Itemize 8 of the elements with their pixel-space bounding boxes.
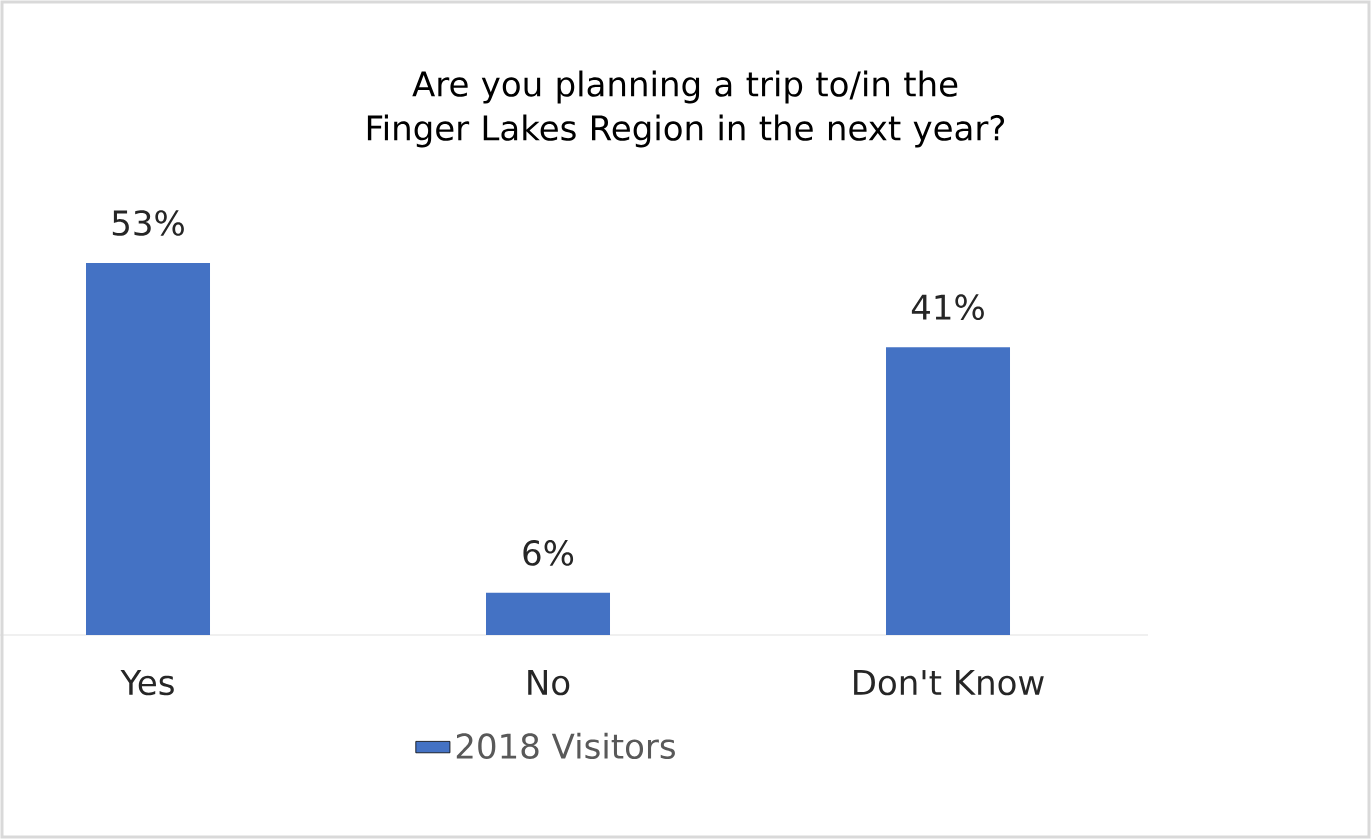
data-label: 41% [911, 294, 984, 321]
data-label: 6% [523, 540, 574, 566]
data-label: 53% [112, 210, 184, 236]
x-tick-label: Don't Know [854, 670, 1044, 696]
x-tick-label: No [528, 670, 570, 696]
chart-title: Are you planning a trip to/in the Finger Lakes Region in the next year? [367, 70, 1005, 148]
x-tick-label: Yes [120, 670, 174, 696]
legend-label: 2018 Visitors [456, 732, 675, 759]
